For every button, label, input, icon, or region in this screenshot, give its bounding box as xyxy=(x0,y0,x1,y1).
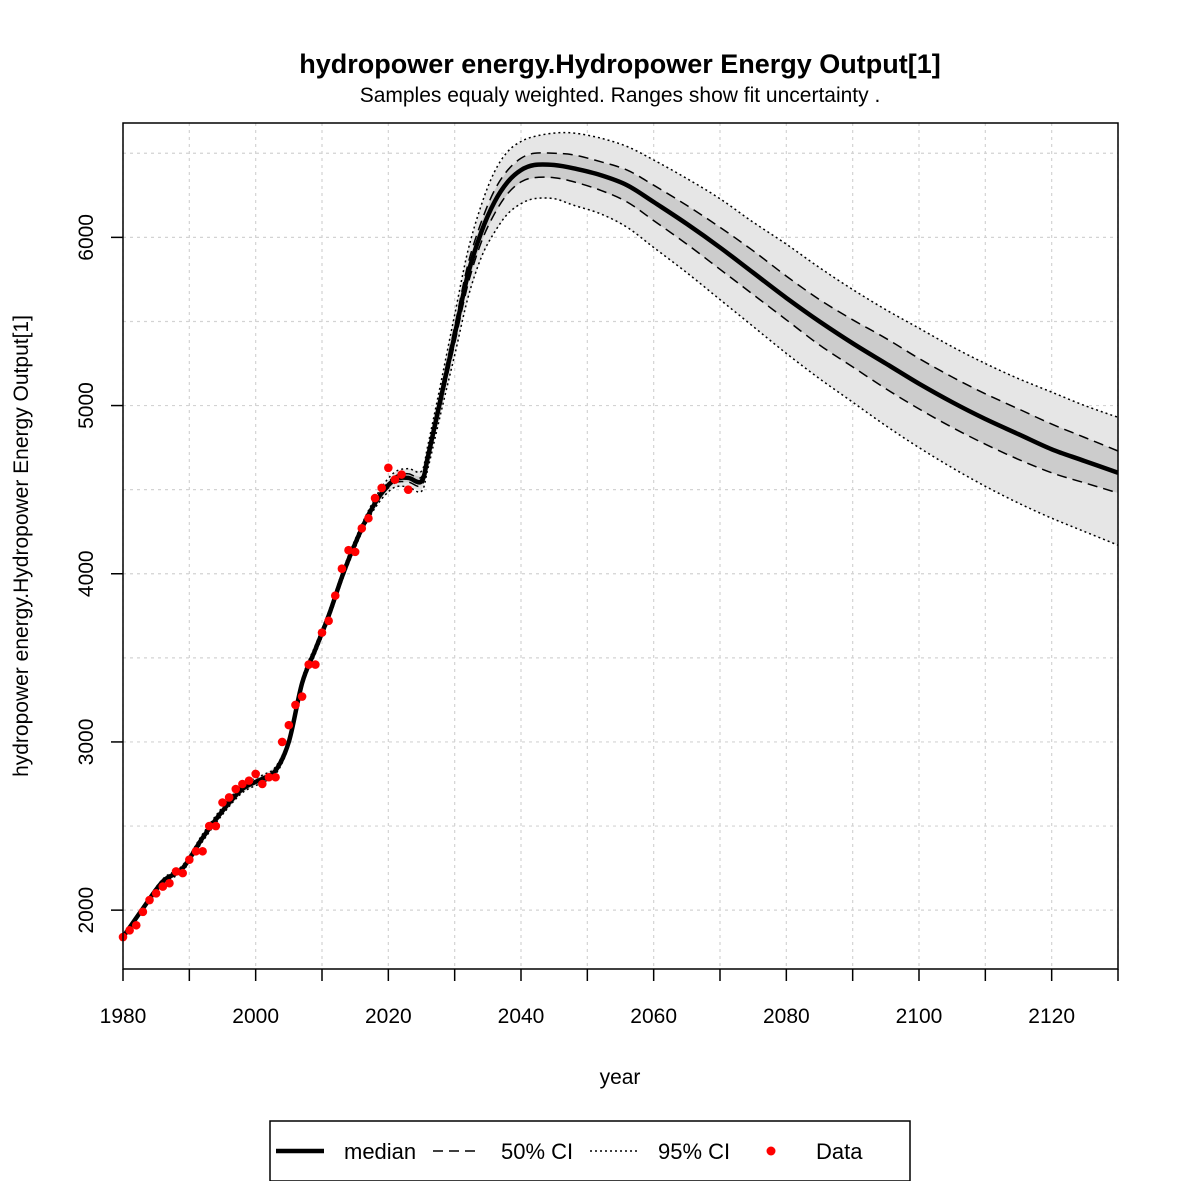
legend-data-swatch xyxy=(766,1146,776,1156)
data-point xyxy=(284,720,294,730)
data-point xyxy=(403,485,413,494)
data-points xyxy=(118,463,413,942)
x-axis: 1980 2000 2020 2040 2060 2080 2100 2120 xyxy=(100,969,1119,1028)
ci95-lower-line xyxy=(122,197,1119,939)
y-tick-label: 6000 xyxy=(75,214,98,261)
x-tick-label: 2040 xyxy=(498,1005,545,1028)
data-point xyxy=(397,470,406,479)
data-point xyxy=(350,547,360,557)
data-point xyxy=(277,737,287,747)
x-tick-label: 1980 xyxy=(100,1005,147,1028)
data-point xyxy=(370,493,380,503)
x-tick-label: 2020 xyxy=(365,1005,412,1028)
y-axis: 2000 3000 4000 5000 6000 xyxy=(75,214,123,933)
data-point xyxy=(151,889,161,898)
x-tick-label: 2060 xyxy=(630,1005,677,1028)
data-point xyxy=(384,463,393,473)
ci50-lower-line xyxy=(122,176,1119,938)
data-point xyxy=(171,867,181,876)
x-tick-label: 2120 xyxy=(1028,1005,1075,1028)
data-point xyxy=(185,855,194,864)
data-point xyxy=(317,628,327,637)
data-point xyxy=(304,660,314,669)
ci50-upper-line xyxy=(122,152,1119,938)
ci95-upper-line xyxy=(122,131,1119,937)
data-point xyxy=(238,779,247,789)
data-point xyxy=(297,692,307,701)
y-tick-label: 5000 xyxy=(75,382,98,429)
data-point xyxy=(264,772,274,782)
data-point xyxy=(258,779,267,789)
data-point xyxy=(231,784,241,794)
data-point xyxy=(191,846,201,856)
data-point xyxy=(390,475,400,484)
data-point xyxy=(131,920,141,930)
data-point xyxy=(125,926,134,935)
data-point xyxy=(218,798,227,807)
y-tick-label: 2000 xyxy=(75,887,98,934)
data-point xyxy=(198,846,207,856)
data-point xyxy=(344,545,353,555)
data-point xyxy=(251,769,260,779)
legend: median 50% CI 95% CI Data xyxy=(269,1120,911,1181)
data-point xyxy=(204,821,214,831)
data-point xyxy=(337,564,347,574)
data-point xyxy=(357,524,367,533)
data-point xyxy=(291,700,300,710)
x-tick-label: 2080 xyxy=(763,1005,810,1028)
data-point xyxy=(330,591,340,600)
grid xyxy=(122,123,1119,969)
data-point xyxy=(145,895,154,905)
y-tick-label: 4000 xyxy=(75,550,98,597)
y-tick-label: 3000 xyxy=(75,719,98,766)
chart-title: hydropower energy.Hydropower Energy Outp… xyxy=(299,49,941,79)
data-point xyxy=(377,483,387,493)
data-point xyxy=(211,821,221,831)
data-point xyxy=(324,616,333,626)
data-point xyxy=(364,513,373,523)
data-point xyxy=(165,878,174,888)
data-point xyxy=(158,882,168,891)
legend-data-label: Data xyxy=(816,1139,863,1164)
chart-subtitle: Samples equaly weighted. Ranges show fit… xyxy=(360,84,881,107)
legend-ci95-label: 95% CI xyxy=(658,1139,730,1164)
plot-frame xyxy=(122,122,1119,970)
x-axis-label: year xyxy=(600,1066,641,1089)
legend-median-label: median xyxy=(344,1139,416,1164)
y-axis-label: hydropower energy.Hydropower Energy Outp… xyxy=(10,315,33,777)
x-tick-label: 2000 xyxy=(232,1005,279,1028)
ci50-band xyxy=(123,153,1118,938)
data-point xyxy=(271,772,280,782)
data-point xyxy=(311,660,320,669)
plot-area xyxy=(118,131,1119,942)
data-point xyxy=(244,776,254,785)
data-point xyxy=(224,793,234,802)
ci95-band xyxy=(123,133,1118,938)
legend-ci50-label: 50% CI xyxy=(501,1139,573,1164)
data-point xyxy=(178,868,187,878)
median-line xyxy=(121,162,1119,939)
data-point xyxy=(138,907,148,917)
x-tick-label: 2100 xyxy=(896,1005,943,1028)
